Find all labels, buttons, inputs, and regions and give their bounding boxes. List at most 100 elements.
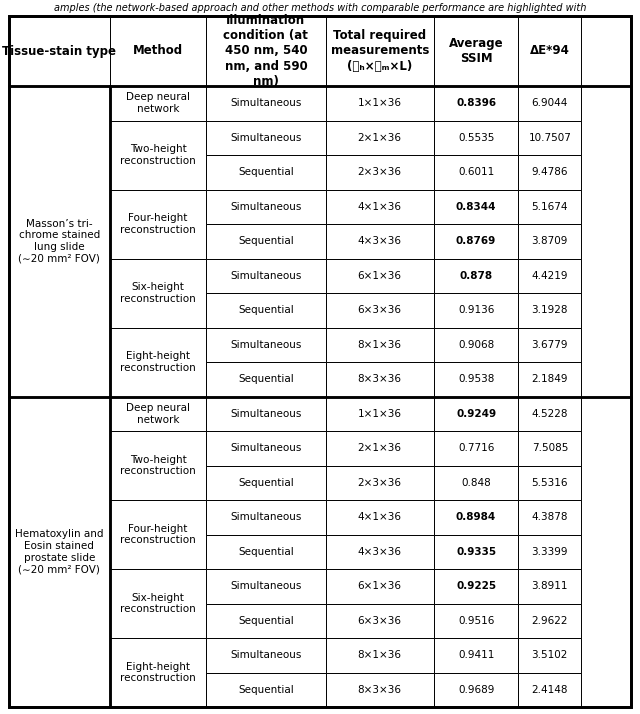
Text: 8×3×36: 8×3×36: [358, 374, 402, 384]
Text: 3.1928: 3.1928: [532, 306, 568, 316]
Bar: [326, 569, 434, 603]
Bar: [110, 431, 206, 500]
Text: 5.1674: 5.1674: [532, 202, 568, 212]
Bar: [518, 155, 581, 189]
Text: 0.8344: 0.8344: [456, 202, 497, 212]
Text: Average
SSIM: Average SSIM: [449, 37, 504, 65]
Bar: [206, 362, 326, 396]
Text: 0.9249: 0.9249: [456, 408, 496, 418]
Text: 0.9411: 0.9411: [458, 650, 494, 660]
Text: 3.5102: 3.5102: [532, 650, 568, 660]
Bar: [434, 638, 518, 673]
Text: 3.8709: 3.8709: [532, 236, 568, 246]
Text: 6.9044: 6.9044: [532, 99, 568, 109]
Text: 4×3×36: 4×3×36: [358, 236, 402, 246]
Bar: [110, 638, 206, 707]
Bar: [206, 16, 326, 86]
Bar: [326, 86, 434, 121]
Bar: [434, 603, 518, 638]
Bar: [206, 603, 326, 638]
Bar: [9, 16, 110, 86]
Bar: [110, 121, 206, 189]
Bar: [434, 328, 518, 362]
Text: 2.4148: 2.4148: [532, 685, 568, 695]
Bar: [326, 189, 434, 224]
Text: 0.878: 0.878: [460, 271, 493, 281]
Text: 0.9136: 0.9136: [458, 306, 494, 316]
Bar: [206, 535, 326, 569]
Text: Hematoxylin and
Eosin stained
prostate slide
(∼20 mm² FOV): Hematoxylin and Eosin stained prostate s…: [15, 529, 104, 574]
Bar: [110, 500, 206, 569]
Text: Simultaneous: Simultaneous: [230, 202, 301, 212]
Bar: [518, 121, 581, 155]
Text: Two-height
reconstruction: Two-height reconstruction: [120, 455, 196, 476]
Text: Total required
measurements
(𝑁ₕ×𝑁ₘ×L): Total required measurements (𝑁ₕ×𝑁ₘ×L): [330, 29, 429, 73]
Text: 0.9516: 0.9516: [458, 615, 494, 625]
Bar: [9, 396, 110, 707]
Bar: [326, 155, 434, 189]
Text: Illumination
condition (at
450 nm, 540
nm, and 590
nm): Illumination condition (at 450 nm, 540 n…: [223, 14, 308, 88]
Bar: [518, 328, 581, 362]
Text: 0.7716: 0.7716: [458, 443, 494, 453]
Text: 1×1×36: 1×1×36: [358, 408, 402, 418]
Text: 4.4219: 4.4219: [532, 271, 568, 281]
Bar: [518, 535, 581, 569]
Text: 6×1×36: 6×1×36: [358, 271, 402, 281]
Bar: [326, 121, 434, 155]
Text: Simultaneous: Simultaneous: [230, 271, 301, 281]
Bar: [434, 362, 518, 396]
Text: Sequential: Sequential: [238, 615, 294, 625]
Bar: [206, 569, 326, 603]
Bar: [206, 293, 326, 328]
Text: 3.6779: 3.6779: [532, 340, 568, 350]
Text: 6×3×36: 6×3×36: [358, 615, 402, 625]
Text: Sequential: Sequential: [238, 306, 294, 316]
Text: 0.9335: 0.9335: [456, 547, 496, 557]
Bar: [206, 638, 326, 673]
Text: Two-height
reconstruction: Two-height reconstruction: [120, 144, 196, 166]
Bar: [518, 673, 581, 707]
Text: Deep neural
network: Deep neural network: [126, 92, 190, 114]
Text: 2.9622: 2.9622: [532, 615, 568, 625]
Text: 4×3×36: 4×3×36: [358, 547, 402, 557]
Text: 2×1×36: 2×1×36: [358, 133, 402, 143]
Text: Simultaneous: Simultaneous: [230, 443, 301, 453]
Bar: [434, 258, 518, 293]
Text: Four-height
reconstruction: Four-height reconstruction: [120, 523, 196, 545]
Bar: [518, 603, 581, 638]
Bar: [434, 500, 518, 535]
Text: 4.3878: 4.3878: [532, 512, 568, 522]
Bar: [518, 86, 581, 121]
Text: 0.8984: 0.8984: [456, 512, 496, 522]
Bar: [9, 16, 631, 86]
Text: 10.7507: 10.7507: [529, 133, 572, 143]
Text: Simultaneous: Simultaneous: [230, 133, 301, 143]
Bar: [434, 155, 518, 189]
Bar: [110, 86, 206, 121]
Text: 0.6011: 0.6011: [458, 167, 494, 177]
Bar: [326, 535, 434, 569]
Bar: [518, 16, 581, 86]
Text: 6×1×36: 6×1×36: [358, 581, 402, 591]
Text: 3.3399: 3.3399: [532, 547, 568, 557]
Bar: [326, 362, 434, 396]
Bar: [518, 396, 581, 431]
Text: 4.5228: 4.5228: [532, 408, 568, 418]
Bar: [326, 16, 434, 86]
Bar: [518, 638, 581, 673]
Bar: [9, 86, 110, 396]
Text: 8×3×36: 8×3×36: [358, 685, 402, 695]
Text: 0.8769: 0.8769: [456, 236, 496, 246]
Bar: [434, 535, 518, 569]
Text: 0.848: 0.848: [461, 478, 491, 488]
Bar: [110, 86, 631, 396]
Bar: [206, 86, 326, 121]
Bar: [206, 121, 326, 155]
Bar: [326, 466, 434, 500]
Bar: [434, 121, 518, 155]
Text: 7.5085: 7.5085: [532, 443, 568, 453]
Bar: [206, 224, 326, 258]
Text: Six-height
reconstruction: Six-height reconstruction: [120, 593, 196, 614]
Text: 6×3×36: 6×3×36: [358, 306, 402, 316]
Text: Deep neural
network: Deep neural network: [126, 403, 190, 425]
